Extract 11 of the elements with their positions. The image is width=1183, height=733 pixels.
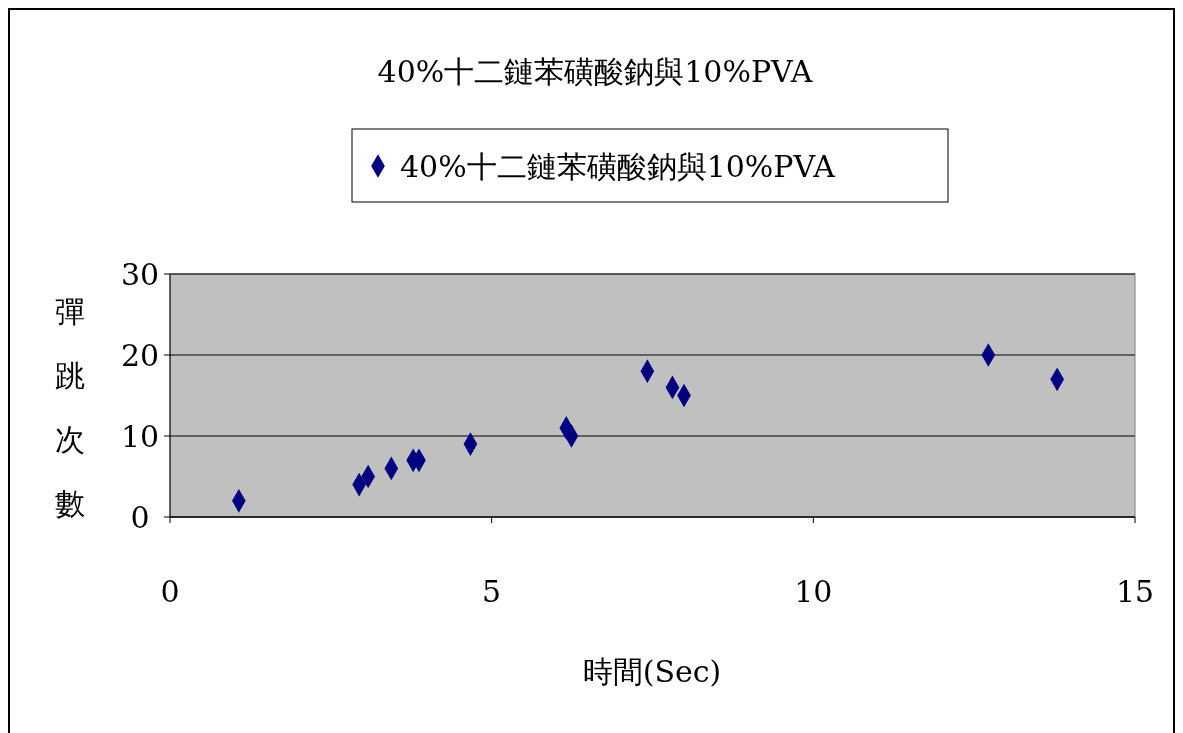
x-tick-label: 15 bbox=[1115, 574, 1155, 609]
y-tick-label: 30 bbox=[120, 256, 160, 292]
y-tick-label: 20 bbox=[120, 337, 160, 373]
x-tick-label: 5 bbox=[482, 574, 502, 609]
legend-label: 40%十二鏈苯磺酸鈉與10%PVA bbox=[400, 149, 836, 184]
x-tick-label: 10 bbox=[794, 574, 833, 609]
y-tick-label: 10 bbox=[120, 418, 160, 454]
y-axis-title: 彈跳次數 bbox=[55, 294, 85, 521]
chart-title: 40%十二鏈苯磺酸鈉與10%PVA bbox=[377, 54, 813, 89]
y-tick-label: 0 bbox=[130, 499, 150, 535]
x-axis-title: 時間(Sec) bbox=[582, 654, 722, 689]
